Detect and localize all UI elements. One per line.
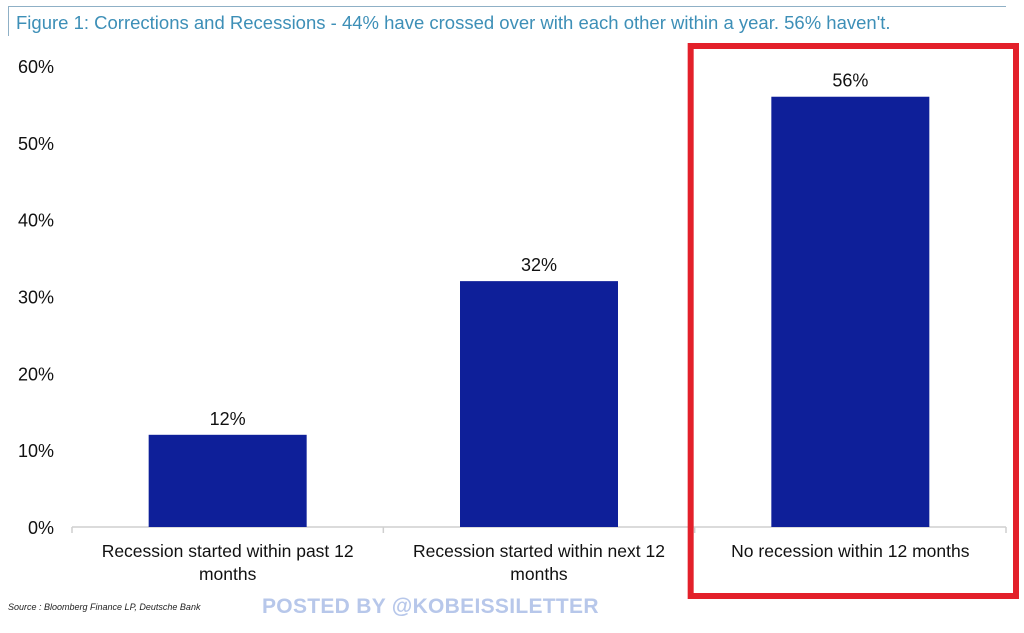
- y-tick-label: 0%: [28, 518, 54, 538]
- y-tick-label: 60%: [18, 57, 54, 77]
- figure-title: Figure 1: Corrections and Recessions - 4…: [16, 12, 891, 33]
- y-tick-label: 10%: [18, 441, 54, 461]
- bar-value-label: 32%: [521, 255, 557, 275]
- highlight-box: [687, 43, 1020, 599]
- watermark: POSTED BY @KOBEISSILETTER: [262, 595, 599, 618]
- bar: [148, 434, 307, 527]
- bar: [771, 96, 930, 527]
- source-note: Source : Bloomberg Finance LP, Deutsche …: [8, 602, 201, 612]
- y-tick-label: 40%: [18, 211, 54, 231]
- frame-top-border: [8, 6, 1006, 7]
- y-tick-label: 50%: [18, 134, 54, 154]
- x-category-label: months: [199, 564, 257, 584]
- y-tick-label: 20%: [18, 364, 54, 384]
- y-tick-label: 30%: [18, 288, 54, 308]
- x-category-label: No recession within 12 months: [731, 541, 970, 561]
- frame-left-border: [8, 6, 9, 36]
- x-category-label: Recession started within next 12: [413, 541, 665, 561]
- x-category-label: months: [510, 564, 568, 584]
- bar-value-label: 56%: [832, 71, 868, 91]
- x-category-label: Recession started within past 12: [102, 541, 354, 561]
- bar: [460, 281, 618, 527]
- bar-value-label: 12%: [210, 409, 246, 429]
